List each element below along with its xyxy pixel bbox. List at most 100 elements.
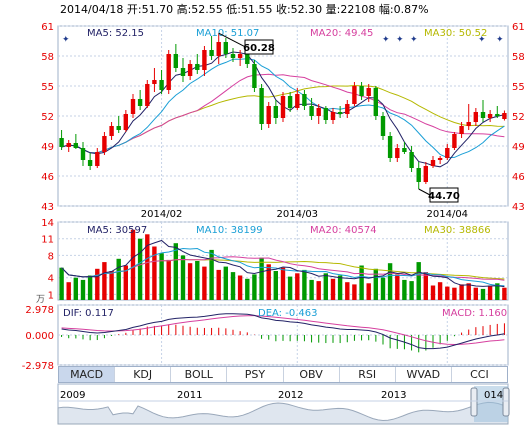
candle-body	[80, 148, 86, 160]
volume-bar	[109, 271, 114, 300]
tab-boll[interactable]: BOLL	[171, 367, 228, 382]
candle-body	[302, 94, 307, 106]
candle	[266, 102, 271, 128]
price-y-tick-label: 52	[512, 112, 525, 123]
volume-bar	[402, 279, 407, 300]
tab-kdj[interactable]: KDJ	[115, 367, 172, 382]
candle	[502, 110, 507, 121]
volume-ma5-label: MA5: 30597	[87, 225, 147, 236]
candle-body	[159, 80, 164, 90]
navigator-year-label: 2009	[60, 390, 85, 401]
volume-bar	[387, 263, 393, 300]
volume-bar	[273, 271, 278, 300]
candle	[187, 60, 193, 80]
volume-bar	[145, 234, 150, 300]
candle	[445, 144, 450, 160]
volume-bar	[180, 255, 186, 300]
volume-bar	[116, 258, 121, 300]
price-y-tick-label: 58	[512, 52, 525, 63]
price-y-tick-label: 58	[41, 52, 54, 63]
candle	[395, 144, 400, 162]
volume-unit-label: 万	[36, 295, 45, 305]
low-annotation-pointer	[418, 188, 431, 196]
volume-bar	[423, 272, 428, 300]
navigator-right-handle[interactable]	[502, 387, 510, 417]
candle	[130, 94, 136, 118]
volume-bar	[173, 243, 178, 300]
star-marker-icon: ✦	[396, 35, 404, 45]
candle	[345, 100, 350, 118]
candle	[209, 36, 214, 60]
volume-bar	[309, 279, 314, 300]
candle-body	[87, 160, 93, 166]
volume-y-tick-label: 14	[41, 218, 54, 229]
volume-bar	[187, 263, 193, 300]
tab-rsi[interactable]: RSI	[340, 367, 396, 382]
candle	[166, 50, 171, 94]
tab-wvad[interactable]: WVAD	[396, 367, 452, 382]
candle	[495, 106, 500, 118]
candle	[287, 92, 293, 112]
navigator-left-handle[interactable]	[470, 387, 478, 417]
volume-bar	[445, 286, 450, 300]
volume-bar	[452, 287, 457, 300]
price-y-tick-label: 49	[41, 142, 54, 153]
dea-line	[61, 315, 505, 346]
candle-body	[387, 136, 393, 158]
navigator-selection[interactable]	[474, 386, 508, 422]
volume-bar	[295, 273, 300, 300]
volume-bar	[302, 269, 307, 300]
candle-body	[359, 86, 364, 96]
volume-ma10-label: MA10: 38199	[196, 225, 263, 236]
candle	[87, 153, 93, 170]
volume-bar	[245, 278, 250, 300]
star-marker-icon: ✦	[62, 35, 70, 45]
candle	[116, 116, 121, 133]
price-x-tick-label: 2014/02	[141, 209, 183, 220]
macd-value-label: MACD: 1.160	[442, 308, 507, 319]
candle-body	[502, 113, 507, 119]
tab-psy[interactable]: PSY	[227, 367, 284, 382]
volume-bar	[59, 267, 64, 300]
price-x-tick-labels: 2014/02 2014/03 2014/04	[141, 209, 468, 220]
candlesticks	[59, 33, 507, 189]
candle-body	[102, 136, 107, 152]
volume-bar	[287, 276, 293, 300]
candle	[80, 142, 86, 166]
price-y-tick-label: 55	[512, 82, 525, 93]
candle-body	[452, 134, 457, 148]
tab-obv[interactable]: OBV	[284, 367, 340, 382]
star-marker-icon: ✦	[496, 35, 504, 45]
candle-body	[59, 138, 64, 147]
price-y-tick-label: 61	[512, 22, 525, 33]
volume-bar	[230, 272, 236, 300]
tab-cci[interactable]: CCI	[470, 368, 489, 381]
candle	[280, 92, 286, 122]
header-quote-text: 2014/04/18 开:51.70 高:52.55 低:51.55 收:52.…	[60, 2, 429, 16]
dif-line	[61, 313, 505, 350]
candle	[337, 106, 343, 118]
volume-bar	[416, 262, 421, 300]
volume-bar	[123, 265, 128, 300]
price-y-tick-label: 49	[512, 142, 525, 153]
candle-body	[480, 112, 486, 118]
volume-bar	[102, 262, 107, 300]
dif-label: DIF: 0.117	[63, 308, 114, 319]
candle-body	[445, 148, 450, 158]
candle	[173, 44, 178, 72]
candle	[123, 110, 128, 132]
candle-body	[316, 108, 321, 116]
volume-bar	[195, 261, 200, 300]
candle-body	[330, 112, 336, 120]
volume-bar	[495, 283, 500, 300]
price-y-tick-label: 61	[41, 22, 54, 33]
candle-body	[380, 116, 386, 136]
candle	[230, 48, 236, 62]
tab-macd[interactable]: MACD	[59, 367, 116, 382]
candle	[73, 134, 78, 149]
volume-bar	[316, 281, 321, 300]
candle	[259, 84, 264, 130]
volume-bar	[345, 282, 350, 300]
price-y-tick-label: 43	[512, 202, 525, 213]
